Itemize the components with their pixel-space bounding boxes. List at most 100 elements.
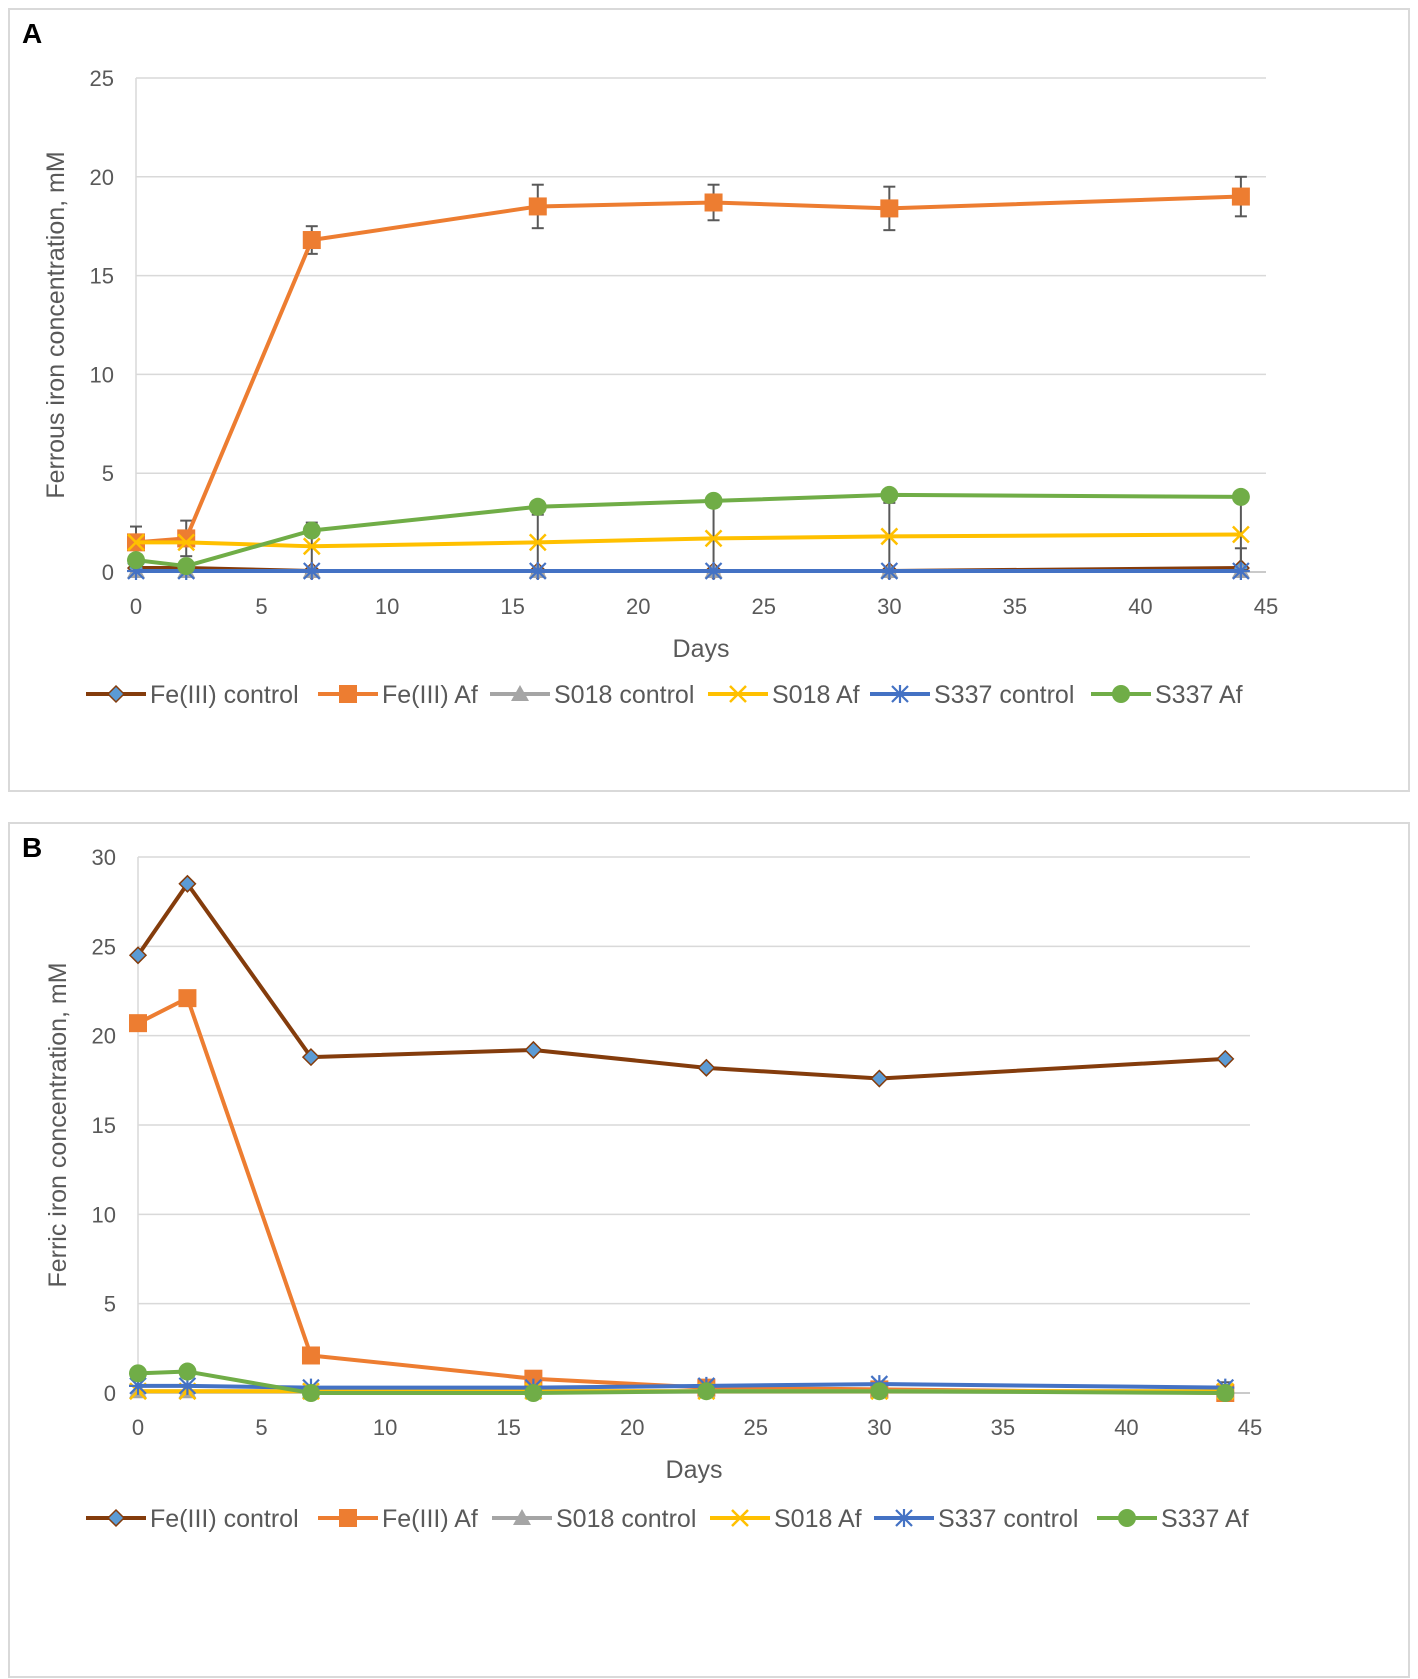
data-point <box>301 1048 321 1067</box>
y-tick-label: 20 <box>92 1024 116 1049</box>
data-point <box>129 1376 147 1395</box>
data-point <box>528 533 547 552</box>
series-line <box>135 194 1241 545</box>
legend-item: Fe(III) Af <box>318 1505 478 1533</box>
x-tick-label: 15 <box>496 1415 520 1440</box>
legend-label: S018 control <box>556 1505 696 1533</box>
x-tick-label: 30 <box>877 594 901 619</box>
data-point <box>697 1382 716 1401</box>
legend-marker <box>511 685 529 701</box>
series-line <box>138 1382 1226 1390</box>
y-tick-label: 15 <box>90 264 114 289</box>
y-tick-label: 10 <box>92 1202 116 1227</box>
legend-marker <box>106 1508 126 1528</box>
series-s337-af <box>129 1362 1235 1402</box>
data-point <box>1216 1049 1235 1068</box>
series-line <box>136 532 1241 549</box>
data-point <box>129 1014 147 1033</box>
panel-label-b: B <box>22 832 43 863</box>
data-point <box>178 1362 197 1381</box>
x-tick-label: 25 <box>744 1415 768 1440</box>
series-line <box>135 492 1241 569</box>
data-point <box>704 562 723 581</box>
data-point <box>697 1058 716 1077</box>
y-tick-label: 30 <box>92 845 116 870</box>
x-tick-label: 20 <box>626 594 650 619</box>
data-point <box>302 521 321 540</box>
chart-panel-b: B 0 5 10 15 20 25 30 0 5 10 15 20 25 30 35 40 45 Days Ferr… <box>8 822 1410 1678</box>
legend-item: S018 Af <box>710 1505 862 1533</box>
y-tick-label: 5 <box>104 1292 116 1317</box>
x-tick-label: 5 <box>255 594 267 619</box>
data-point <box>127 551 145 570</box>
data-point <box>178 874 197 893</box>
series-s337-af <box>127 485 1250 576</box>
data-point <box>302 562 321 581</box>
data-point <box>880 199 899 218</box>
legend-label: S337 control <box>934 681 1074 709</box>
legend-marker <box>895 1509 913 1527</box>
series-fe-iii-af <box>129 989 1235 1402</box>
chart-b-svg: 0 5 10 15 20 25 30 0 5 10 15 20 25 30 35 40 45 Days Ferric… <box>44 845 1262 1533</box>
data-point <box>177 533 196 552</box>
data-point <box>301 1384 320 1402</box>
legend-marker <box>1112 685 1130 703</box>
legend-marker <box>731 1509 749 1527</box>
series-line <box>136 881 1226 1081</box>
legend-marker <box>1118 1509 1136 1527</box>
x-tick-label: 40 <box>1128 594 1152 619</box>
legend-item: Fe(III) Af <box>318 681 478 709</box>
x-tick-label: 45 <box>1254 594 1278 619</box>
legend-item: Fe(III) control <box>86 681 299 709</box>
legend-marker <box>729 685 747 703</box>
y-tick-label: 20 <box>90 165 114 190</box>
y-tick-label: 10 <box>90 362 114 387</box>
data-point <box>524 1040 543 1060</box>
legend-label: Fe(III) control <box>150 681 299 709</box>
y-tick-label: 5 <box>102 461 114 486</box>
data-point <box>880 562 899 581</box>
legend-item: S018 Af <box>708 681 860 709</box>
series-line <box>137 996 1226 1395</box>
legend-label: Fe(III) Af <box>382 681 478 709</box>
data-point <box>1231 487 1250 506</box>
legend-item: S337 control <box>870 681 1074 709</box>
legend-marker <box>513 1509 531 1525</box>
y-tick-label: 25 <box>90 66 114 91</box>
data-point <box>704 193 723 212</box>
x-tick-label: 15 <box>500 594 524 619</box>
y-tick-label: 0 <box>102 560 114 585</box>
data-point <box>528 197 547 216</box>
data-point <box>177 557 196 576</box>
chart-a-svg: 0 5 10 15 20 25 0 5 10 15 20 25 30 35 40 45 Days Ferrous … <box>42 66 1278 709</box>
legend-marker <box>891 685 909 703</box>
data-point <box>127 562 145 581</box>
data-point <box>870 1382 889 1401</box>
x-tick-label: 0 <box>130 594 142 619</box>
series-fe-iii-control <box>128 874 1235 1088</box>
legend-label: Fe(III) Af <box>382 1505 478 1533</box>
x-tick-label: 45 <box>1238 1415 1262 1440</box>
data-point <box>178 1376 197 1395</box>
x-tick-label: 20 <box>620 1415 644 1440</box>
legend-label: S018 Af <box>774 1505 862 1533</box>
data-point <box>1216 1384 1235 1402</box>
data-point <box>1232 525 1250 544</box>
legend-item: S018 control <box>490 681 694 709</box>
legend-marker <box>339 1509 357 1527</box>
chart-panel-a: A 0 5 10 15 20 25 0 5 10 15 20 25 30 35 40 45 Days Ferrou… <box>8 8 1410 792</box>
data-point <box>704 491 723 510</box>
legend-item: S337 Af <box>1091 681 1243 709</box>
legend: Fe(III) control Fe(III) Af S018 control S01… <box>86 681 1243 709</box>
panel-label-a: A <box>22 18 43 49</box>
data-point <box>1231 187 1250 206</box>
data-point <box>177 529 196 548</box>
y-axis-title: Ferric iron concentration, mM <box>44 962 72 1287</box>
legend-label: S337 Af <box>1155 681 1243 709</box>
legend-marker <box>339 685 357 703</box>
data-point <box>302 537 321 556</box>
data-point <box>302 231 321 250</box>
legend-label: S337 control <box>938 1505 1078 1533</box>
y-axis-title: Ferrous iron concentration, mM <box>42 151 70 498</box>
x-tick-label: 0 <box>132 1415 144 1440</box>
